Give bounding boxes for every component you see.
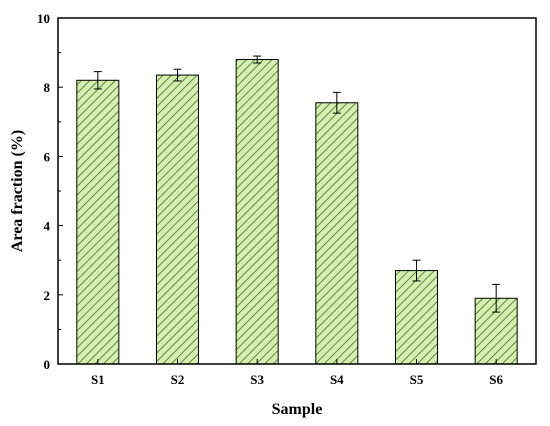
bar-s3 (235, 59, 279, 365)
y-axis-ticks: 0 2 4 6 8 10 (37, 11, 63, 372)
y-tick-label: 8 (44, 80, 51, 95)
x-tick-label-s5: S5 (410, 372, 424, 387)
bar-s1 (76, 79, 120, 365)
x-tick-label-s6: S6 (489, 372, 503, 387)
y-tick-label: 10 (37, 11, 50, 26)
x-tick-label-s3: S3 (250, 372, 264, 387)
y-axis-title: Area fraction (%) (9, 130, 26, 252)
bar-s5 (395, 270, 438, 365)
bar-s4 (315, 102, 359, 365)
y-tick-label: 6 (44, 149, 51, 164)
y-tick-label: 2 (44, 288, 51, 303)
x-tick-label-s1: S1 (91, 372, 105, 387)
y-tick-label: 4 (44, 219, 51, 234)
x-axis-ticks: S1 S2 S3 S4 S5 S6 (91, 359, 504, 387)
error-bars (93, 55, 501, 313)
bar-s2 (156, 74, 199, 365)
x-tick-label-s2: S2 (171, 372, 185, 387)
y-tick-label: 0 (44, 357, 51, 372)
x-tick-label-s4: S4 (330, 372, 344, 387)
plot-frame (57, 17, 537, 365)
x-axis-title: Sample (272, 401, 323, 418)
bars (76, 59, 518, 365)
